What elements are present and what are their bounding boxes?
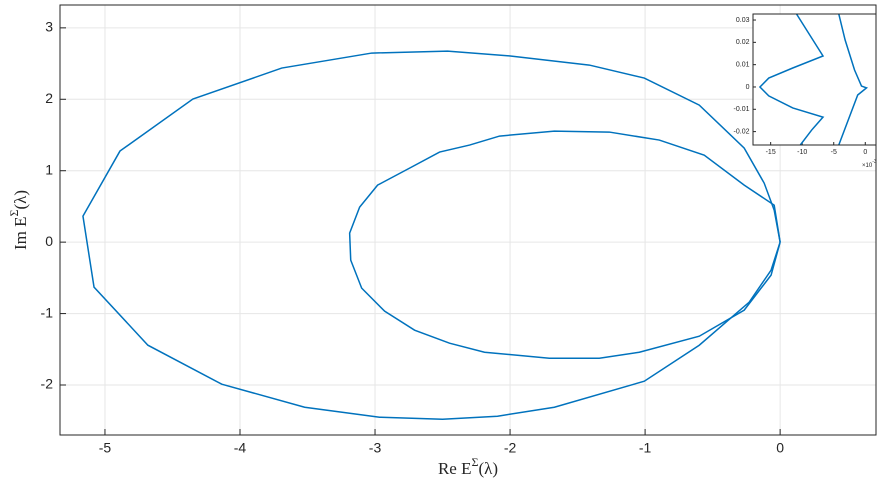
x-axis-label-sup: Σ — [471, 455, 478, 469]
x-tick-label: -2 — [504, 440, 517, 456]
x-tick-label: -4 — [234, 440, 247, 456]
y-axis-label-base: Im E — [11, 217, 30, 251]
x-exponent-base: ×10 — [862, 163, 873, 169]
y-tick-label: -2 — [41, 376, 54, 392]
x-tick-label: -5 — [99, 440, 112, 456]
x-tick-label: -10 — [797, 149, 807, 156]
x-tick-label: -1 — [639, 440, 652, 456]
y-tick-label: 0.02 — [736, 39, 750, 46]
y-tick-label: 2 — [45, 90, 53, 106]
x-tick-label: 0 — [863, 149, 867, 156]
y-tick-label: 0.03 — [736, 17, 750, 24]
y-tick-label: 3 — [45, 19, 53, 35]
x-tick-label: 0 — [776, 440, 784, 456]
y-axis-label-tail: (λ) — [11, 190, 30, 210]
x-exponent: ×10-3 — [862, 159, 877, 168]
x-axis-label-tail: (λ) — [478, 459, 498, 478]
y-axis-label: Im EΣ(λ) — [7, 190, 30, 250]
y-tick-label: 0 — [746, 84, 750, 91]
x-axis-label-base: Re E — [438, 459, 472, 478]
axes-background — [60, 5, 876, 435]
series-line — [838, 14, 869, 145]
y-tick-label: -1 — [41, 304, 54, 320]
x-tick-label: -15 — [766, 149, 776, 156]
y-axis-label-sup: Σ — [7, 210, 21, 217]
axes-box — [59, 4, 877, 436]
x-axis-label: Re EΣ(λ) — [438, 455, 498, 478]
series-line — [758, 14, 825, 145]
x-tick-label: -5 — [831, 149, 837, 156]
y-tick-label: 1 — [45, 161, 53, 177]
series-line — [82, 50, 781, 420]
y-tick-label: 0.01 — [736, 62, 750, 69]
y-tick-label: -0.02 — [734, 128, 750, 135]
y-tick-label: 0 — [45, 233, 53, 249]
x-exponent-sup: -3 — [872, 159, 877, 165]
axes-background — [753, 14, 876, 145]
x-tick-label: -3 — [369, 440, 382, 456]
series-line — [348, 130, 781, 359]
axes-box — [752, 13, 877, 146]
y-tick-label: -0.01 — [734, 106, 750, 113]
